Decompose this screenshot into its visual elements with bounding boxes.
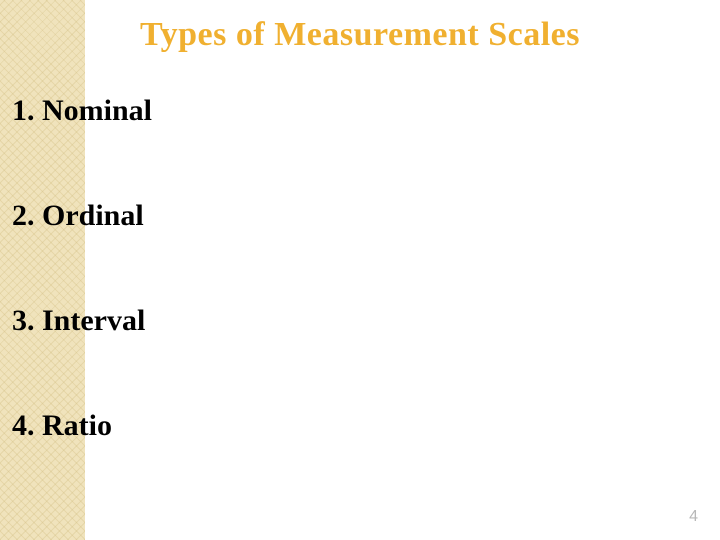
list-item: 1. Nominal (12, 94, 152, 128)
list-item: 2. Ordinal (12, 199, 144, 233)
list-item: 3. Interval (12, 304, 145, 338)
slide-title: Types of Measurement Scales (0, 16, 720, 54)
page-number: 4 (689, 508, 698, 526)
list-item: 4. Ratio (12, 409, 112, 443)
left-decorative-band (0, 0, 85, 540)
